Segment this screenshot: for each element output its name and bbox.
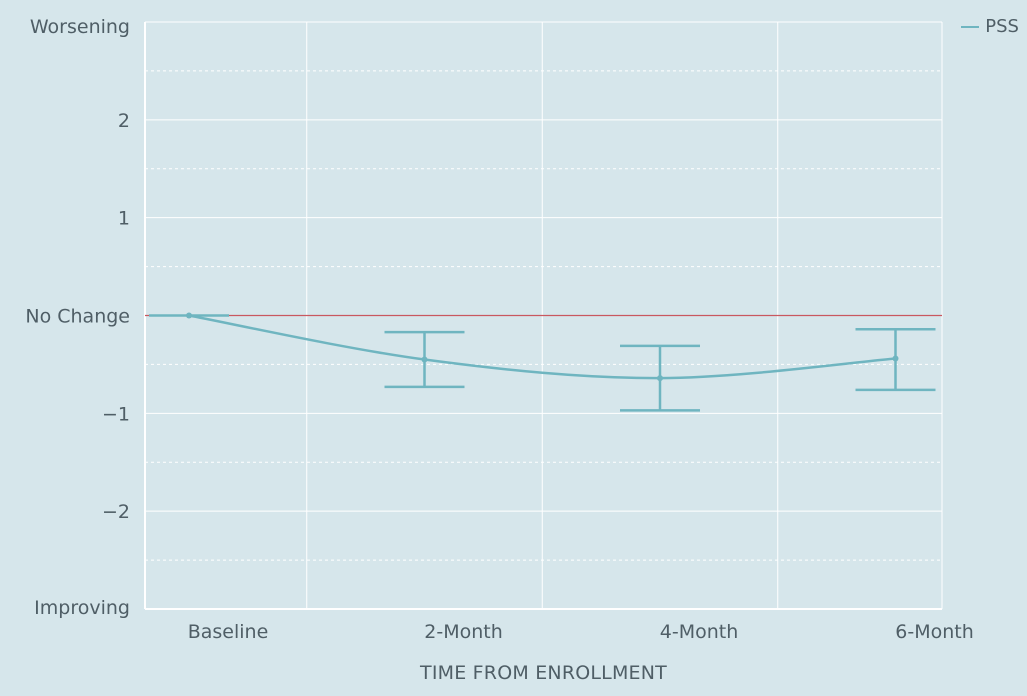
x-tick-label: 4-Month <box>660 621 739 643</box>
x-tick-label: Baseline <box>188 621 269 643</box>
y-tick-label: No Change <box>25 306 130 328</box>
legend[interactable]: PSS <box>961 16 1019 37</box>
tick-labels: Worsening 2 1 No Change −1 −2 Improving Baselin… <box>25 16 973 643</box>
data-point <box>421 356 428 363</box>
series-line-pss <box>188 314 896 380</box>
y-tick-label: 2 <box>118 110 130 132</box>
x-tick-label: 2-Month <box>424 621 503 643</box>
y-tick-label: 1 <box>118 208 130 230</box>
y-tick-label: −1 <box>102 403 130 425</box>
y-tick-label: Worsening <box>30 16 130 38</box>
data-point <box>657 375 663 382</box>
y-tick-label: Improving <box>34 597 130 619</box>
data-point <box>892 355 899 362</box>
legend-swatch-pss <box>961 25 980 28</box>
y-tick-label: −2 <box>102 501 130 523</box>
x-axis-title: TIME FROM ENROLLMENT <box>420 662 667 684</box>
legend-label-pss: PSS <box>985 16 1019 37</box>
series-pss <box>149 312 936 412</box>
x-tick-label: 6-Month <box>895 621 974 643</box>
data-point <box>186 312 192 319</box>
